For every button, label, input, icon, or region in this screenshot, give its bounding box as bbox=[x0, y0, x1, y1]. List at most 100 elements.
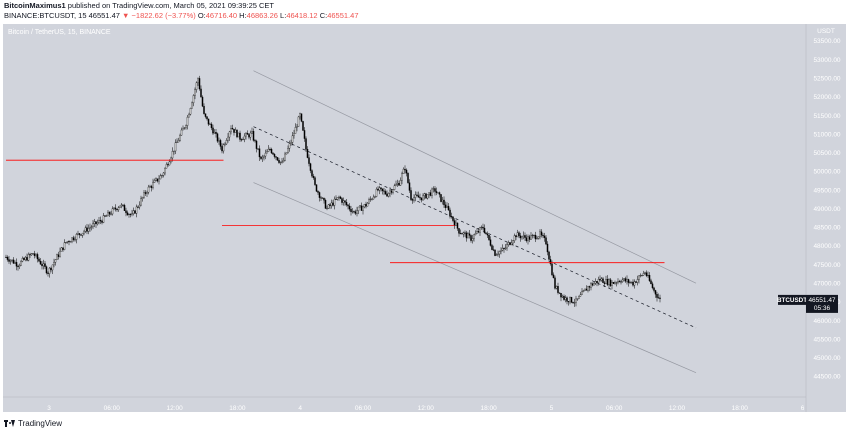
candle-body bbox=[608, 280, 609, 285]
candle-body bbox=[301, 114, 302, 122]
candle-body bbox=[421, 198, 422, 200]
candle-body bbox=[649, 275, 650, 281]
published-text: published on TradingView.com, March 05, … bbox=[66, 1, 274, 10]
candle-body bbox=[188, 114, 189, 117]
price-tick-label: 51000.00 bbox=[813, 131, 840, 138]
candle-body bbox=[98, 220, 99, 222]
candle-body bbox=[286, 153, 287, 154]
candle-body bbox=[320, 198, 321, 199]
candle-body bbox=[554, 278, 555, 288]
candle-body bbox=[347, 205, 348, 206]
candle-body bbox=[592, 284, 593, 285]
time-tick-label: 06:00 bbox=[355, 405, 372, 412]
candle-body bbox=[49, 268, 50, 274]
candle-body bbox=[223, 145, 224, 151]
candle-body bbox=[425, 194, 426, 198]
candle-body bbox=[533, 235, 534, 236]
candle-body bbox=[187, 117, 188, 125]
author-name[interactable]: BitcoinMaximus1 bbox=[4, 1, 66, 10]
candle-body bbox=[140, 199, 141, 205]
price-tag-value: 46551.47 bbox=[808, 297, 835, 304]
candle-body bbox=[215, 132, 216, 134]
candle-body bbox=[460, 233, 461, 234]
candle-body bbox=[472, 238, 473, 240]
candle-body bbox=[415, 195, 416, 198]
candle-body bbox=[413, 198, 414, 201]
candle-body bbox=[466, 233, 467, 238]
candle-body bbox=[448, 206, 449, 210]
candle-body bbox=[401, 174, 402, 181]
candle-body bbox=[359, 206, 360, 207]
candle-body bbox=[236, 130, 237, 137]
candle-body bbox=[505, 248, 506, 249]
chart-symbol-label: Bitcoin / TetherUS, 15, BINANCE bbox=[8, 29, 111, 36]
price-chart[interactable]: Bitcoin / TetherUS, 15, BINANCE USDT 445… bbox=[0, 22, 850, 416]
candle-body bbox=[109, 212, 110, 214]
candle-body bbox=[607, 279, 608, 284]
candle-body bbox=[125, 211, 126, 213]
candle-body bbox=[113, 208, 114, 209]
candle-body bbox=[655, 290, 656, 294]
candle-body bbox=[202, 97, 203, 106]
candle-body bbox=[587, 286, 588, 290]
candle-body bbox=[494, 250, 495, 256]
candle-body bbox=[635, 282, 636, 283]
candle-body bbox=[65, 242, 66, 243]
candle-body bbox=[206, 117, 207, 119]
candle-body bbox=[67, 241, 68, 242]
candle-body bbox=[295, 127, 296, 133]
candle-body bbox=[148, 187, 149, 192]
candle-body bbox=[578, 296, 579, 299]
candle-body bbox=[322, 198, 323, 199]
candle-body bbox=[14, 262, 15, 263]
candle-body bbox=[551, 264, 552, 275]
candle-body bbox=[197, 78, 198, 82]
candle-body bbox=[319, 192, 320, 197]
candle-body bbox=[7, 257, 8, 259]
candle-body bbox=[484, 228, 485, 233]
candle-body bbox=[326, 208, 327, 209]
candle-body bbox=[224, 144, 225, 145]
candle-body bbox=[142, 197, 143, 198]
time-tick-label: 12:00 bbox=[418, 405, 435, 412]
candle-body bbox=[250, 133, 251, 137]
candle-body bbox=[205, 114, 206, 117]
candle-body bbox=[317, 191, 318, 192]
candle-body bbox=[434, 188, 435, 191]
candle-body bbox=[253, 131, 254, 140]
candle-body bbox=[22, 258, 23, 261]
candle-body bbox=[47, 273, 48, 274]
candle-body bbox=[293, 133, 294, 135]
candle-body bbox=[443, 200, 444, 205]
candle-body bbox=[512, 241, 513, 243]
candle-body bbox=[122, 205, 123, 206]
candle-body bbox=[94, 222, 95, 224]
ohlc-line: BINANCE:BTCUSDT, 15 46551.47 ▼ −1822.62 … bbox=[4, 11, 359, 21]
tradingview-footer[interactable]: TradingView bbox=[4, 419, 62, 428]
candle-body bbox=[467, 234, 468, 238]
candle-body bbox=[619, 281, 620, 282]
candle-body bbox=[653, 288, 654, 291]
candle-body bbox=[523, 235, 524, 236]
candle-body bbox=[245, 133, 246, 136]
candle-body bbox=[565, 298, 566, 300]
candle-body bbox=[542, 235, 543, 236]
candle-body bbox=[262, 157, 263, 159]
candle-body bbox=[487, 234, 488, 235]
candle-body bbox=[292, 136, 293, 143]
candle-body bbox=[550, 259, 551, 263]
candle-body bbox=[343, 201, 344, 203]
candle-body bbox=[169, 162, 170, 165]
candle-body bbox=[583, 291, 584, 292]
candle-body bbox=[544, 236, 545, 238]
candle-body bbox=[638, 276, 639, 280]
candle-body bbox=[220, 140, 221, 146]
candle-body bbox=[331, 203, 332, 206]
candle-body bbox=[118, 208, 119, 210]
high-label: H: bbox=[239, 11, 247, 20]
candle-body bbox=[34, 254, 35, 256]
candle-body bbox=[416, 195, 417, 196]
candle-body bbox=[280, 162, 281, 163]
candle-body bbox=[337, 197, 338, 199]
candle-body bbox=[431, 189, 432, 195]
